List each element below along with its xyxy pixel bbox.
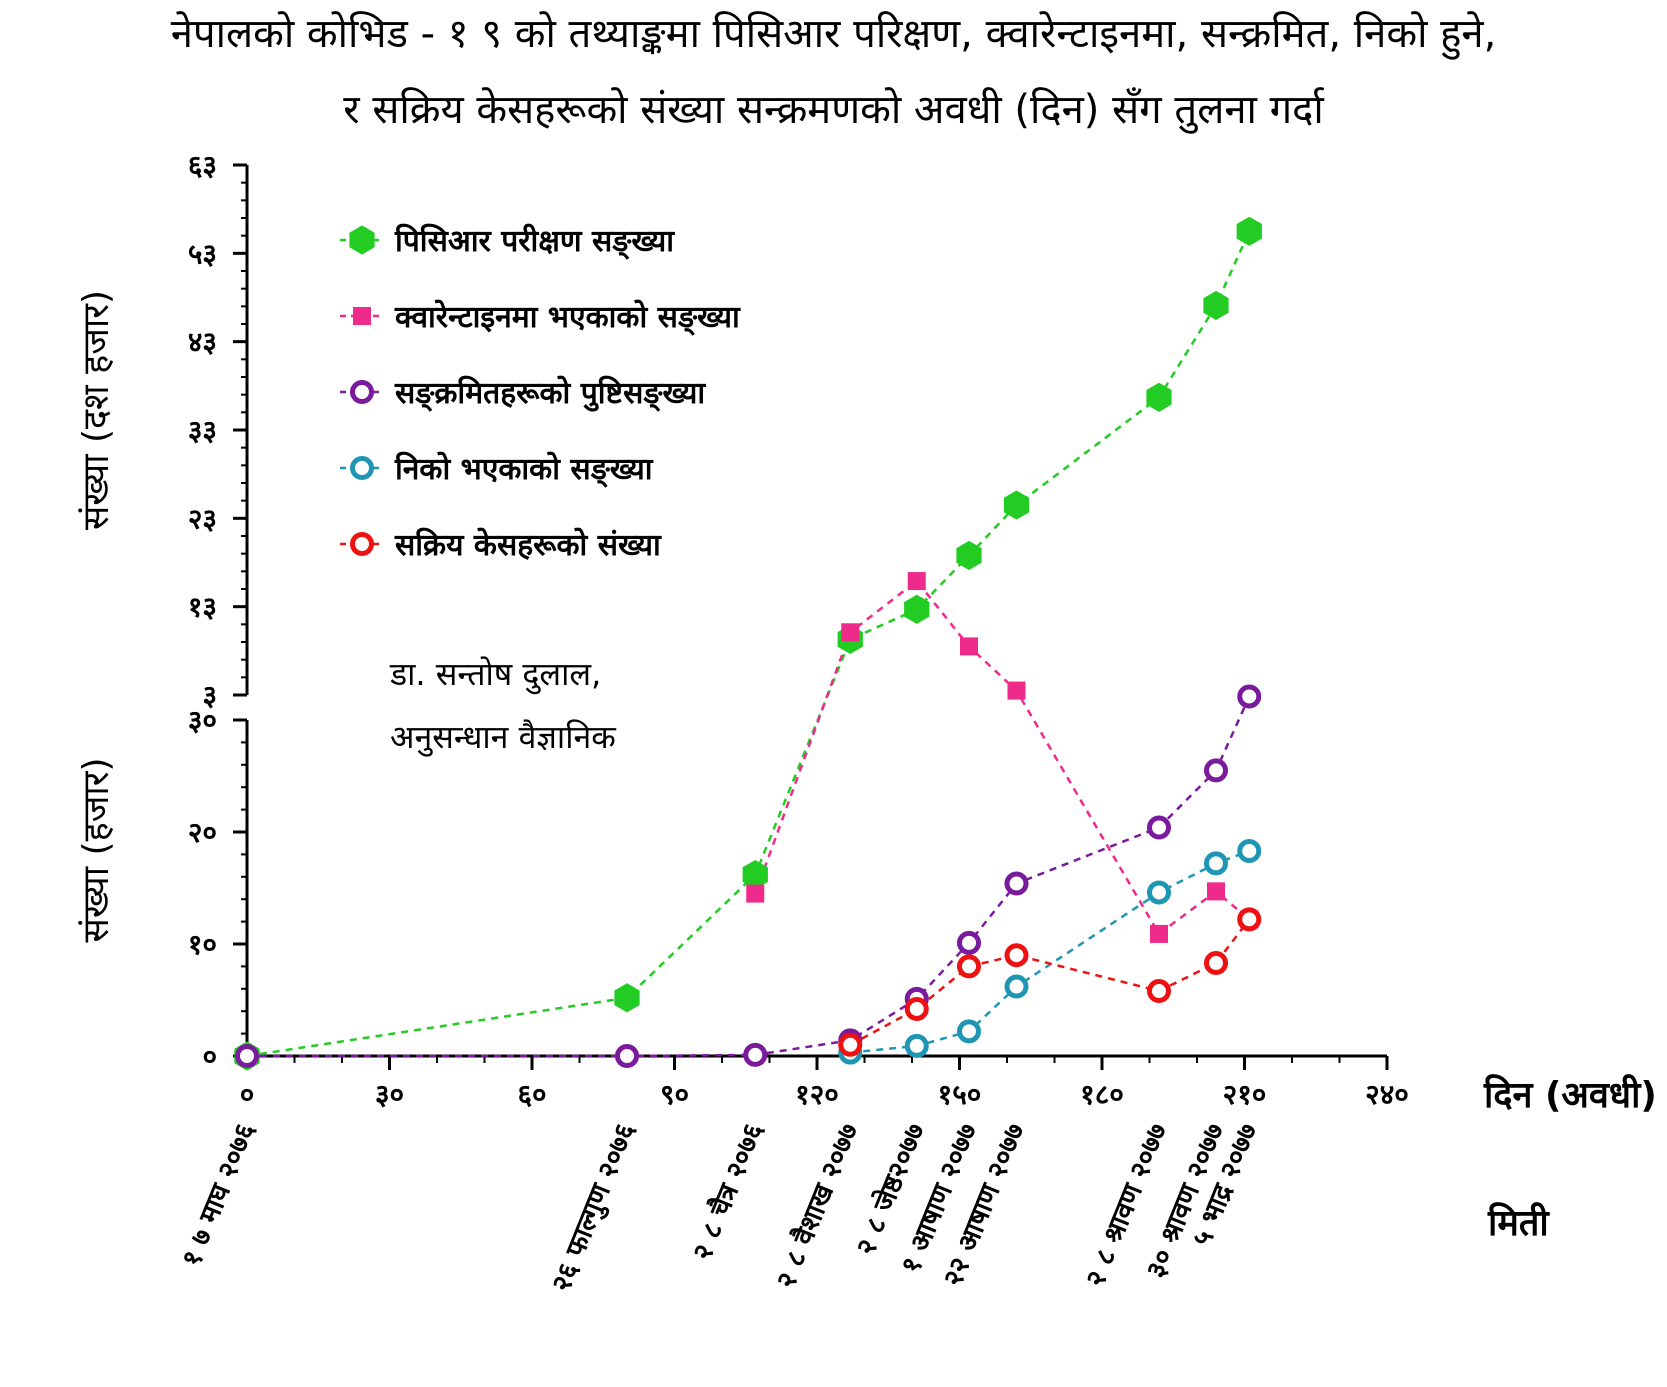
y-tick-label-lower: ० — [202, 1040, 217, 1073]
series-lines — [246, 230, 1251, 1058]
legend-marker — [353, 307, 371, 325]
data-point-series-0 — [904, 594, 930, 624]
series-line-4 — [849, 918, 1251, 1046]
data-point-series-4 — [1237, 907, 1262, 932]
data-point-series-0 — [1236, 216, 1262, 246]
data-point-series-3 — [1204, 851, 1228, 876]
data-point-series-2 — [1004, 871, 1029, 896]
date-label: २६ फाल्गुण २०७६ — [546, 1119, 643, 1296]
data-point-series-0 — [956, 540, 982, 570]
data-point-series-2 — [1147, 815, 1171, 840]
y-tick-label-lower: १० — [188, 928, 217, 961]
y-tick-label-lower: २० — [188, 816, 217, 849]
data-point-series-2 — [1204, 758, 1228, 783]
x-tick-label: २१० — [1223, 1078, 1267, 1111]
legend-label: निको भएकाको सङ्ख्या — [394, 451, 654, 488]
y-axis-title-upper: संख्या (दश हजार) — [76, 290, 117, 530]
data-point-series-1 — [1150, 924, 1168, 943]
data-point-series-4 — [1204, 951, 1228, 976]
data-point-series-4 — [1004, 943, 1029, 968]
date-label: २ ८ वैशाख २०७७ — [770, 1119, 865, 1293]
chart-title-line-1: नेपालको कोभिड - १ ९ को तथ्याङ्कमा पिसिआर… — [170, 11, 1497, 57]
data-point-series-0 — [1146, 382, 1172, 412]
x-tick-label: १८० — [1080, 1078, 1124, 1111]
data-point-series-3 — [1004, 974, 1029, 999]
series-line-3 — [850, 849, 1250, 1054]
data-point-series-0 — [1203, 290, 1229, 320]
series-markers — [234, 216, 1262, 1071]
legend-label: सक्रिय केसहरूको संख्या — [394, 527, 662, 563]
y-tick-label-upper: ३३ — [188, 414, 217, 447]
legend-label: पिसिआर परीक्षण सङ्ख्या — [394, 223, 675, 260]
x-tick-label: ० — [240, 1078, 255, 1111]
data-point-series-1 — [960, 637, 978, 656]
x-axis-title: दिन (अवधी) — [1483, 1074, 1657, 1116]
data-point-series-2 — [743, 1042, 768, 1067]
y-tick-label-upper: ४३ — [188, 326, 217, 359]
legend-label: क्वारेन्टाइनमा भएकाको सङ्ख्या — [394, 299, 741, 336]
data-point-series-1 — [746, 884, 765, 903]
y-tick-label-upper: ६३ — [188, 149, 217, 182]
axes-group — [233, 163, 1389, 1070]
data-point-series-3 — [1237, 839, 1262, 864]
legend-marker — [350, 532, 374, 556]
y-tick-label-upper: ३ — [202, 679, 217, 712]
x-tick-label: १५० — [938, 1078, 982, 1111]
date-axis-title: मिती — [1487, 1202, 1550, 1244]
data-point-series-2 — [615, 1044, 639, 1068]
data-point-series-4 — [1147, 979, 1171, 1004]
author-title: अनुसन्धान वैज्ञानिक — [390, 718, 617, 757]
x-tick-label: १२० — [795, 1078, 839, 1111]
date-label: १ ७ माघ २०७६ — [176, 1119, 262, 1271]
series-line-2 — [247, 695, 1251, 1058]
legend-marker — [349, 225, 375, 255]
data-point-series-4 — [904, 996, 929, 1021]
x-tick-label: ६० — [517, 1078, 546, 1111]
y-axis-title-lower: संख्या (हजार) — [76, 757, 117, 942]
data-point-series-1 — [1207, 882, 1225, 901]
legend-marker — [350, 380, 374, 404]
data-point-series-3 — [1147, 880, 1171, 905]
x-tick-label: २४० — [1365, 1078, 1409, 1111]
series-line-0 — [246, 230, 1251, 1058]
data-point-series-0 — [614, 983, 640, 1013]
data-point-series-1 — [1007, 681, 1026, 700]
y-tick-label-upper: १३ — [188, 591, 217, 624]
data-point-series-2 — [235, 1044, 259, 1068]
legend-label: सङ्क्रमितहरूको पुष्टिसङ्ख्या — [394, 375, 706, 412]
data-point-series-2 — [957, 930, 981, 955]
data-point-series-3 — [904, 1033, 929, 1058]
x-tick-label: ९० — [660, 1078, 689, 1111]
chart-title-line-2: र सक्रिय केसहरूको संख्या सन्क्रमणको अवधी… — [343, 87, 1324, 133]
y-tick-label-upper: २३ — [188, 502, 217, 535]
data-point-series-0 — [1003, 490, 1030, 520]
date-label: २ ८ चैत्र २०७६ — [686, 1119, 770, 1265]
data-point-series-4 — [838, 1032, 863, 1057]
legend-marker — [350, 456, 374, 480]
x-tick-label: ३० — [375, 1078, 404, 1111]
data-point-series-1 — [841, 623, 860, 642]
y-tick-label-upper: ५३ — [188, 237, 217, 270]
author-name: डा. सन्तोष दुलाल, — [389, 655, 601, 695]
data-point-series-3 — [957, 1019, 981, 1044]
data-point-series-4 — [957, 954, 981, 979]
y-tick-label-lower: ३० — [188, 704, 217, 737]
data-point-series-1 — [907, 572, 926, 591]
data-point-series-2 — [1237, 684, 1262, 709]
series-line-1 — [754, 579, 1251, 936]
legend: पिसिआर परीक्षण सङ्ख्या क्वारेन्टाइनमा भएक… — [340, 223, 741, 563]
